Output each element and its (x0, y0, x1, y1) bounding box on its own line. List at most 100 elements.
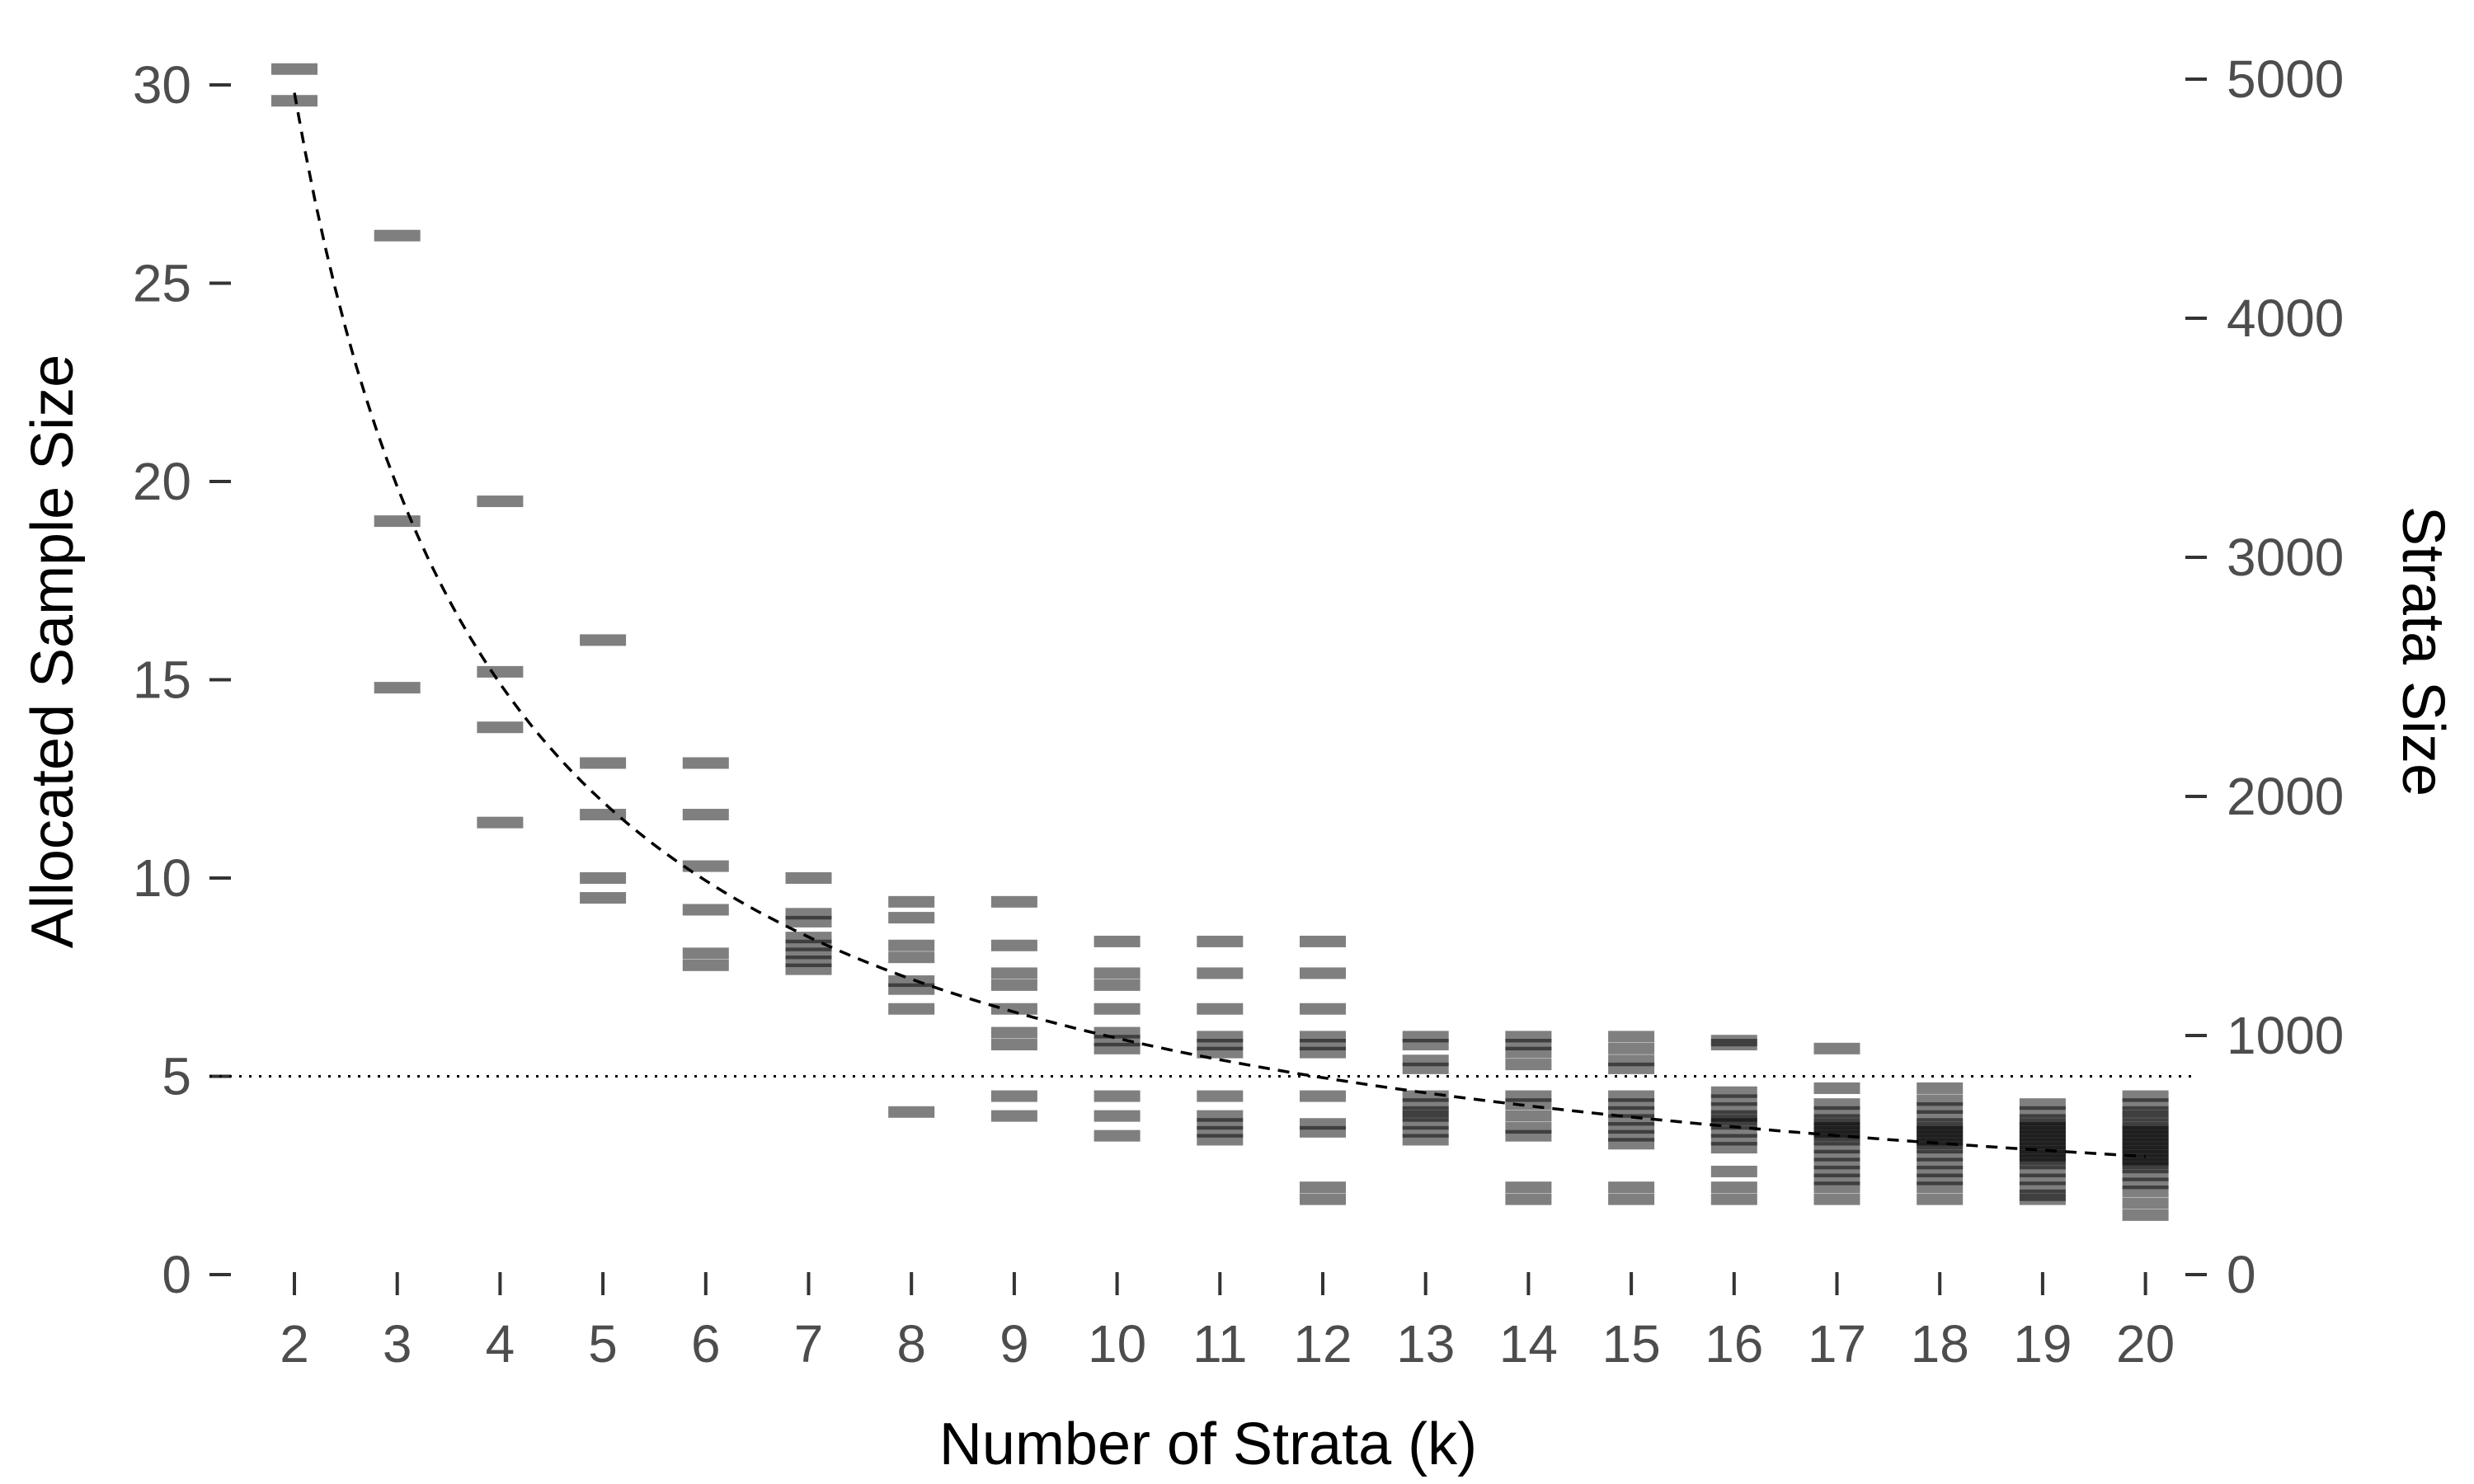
x-tick-label: 4 (486, 1314, 515, 1374)
y2-tick-label: 2000 (2227, 767, 2344, 826)
strip-mark (1505, 1059, 1552, 1071)
strip-mark (2122, 1197, 2169, 1209)
strip-mark (1710, 1142, 1757, 1154)
strip-mark (990, 1026, 1037, 1039)
strip-mark (1608, 1031, 1655, 1043)
strip-mark (888, 1106, 935, 1118)
strip-mark (1300, 967, 1346, 979)
strip-mark (682, 904, 729, 916)
strip-mark (1094, 1110, 1141, 1122)
strip-mark (1094, 967, 1141, 979)
x-tick-label: 20 (2116, 1314, 2175, 1374)
y2-axis-title: Strata Size (2390, 506, 2456, 796)
strip-mark (888, 939, 935, 951)
strip-mark (785, 963, 832, 975)
strip-mark (682, 809, 729, 821)
y-axis-title: Allocated Sample Size (20, 355, 86, 948)
strip-mark (1402, 1134, 1449, 1146)
y-tick-label: 20 (133, 452, 191, 511)
strip-mark (2122, 1209, 2169, 1221)
strip-mark (1813, 1042, 1860, 1054)
strip-mark (888, 983, 935, 995)
strip-mark (1094, 1003, 1141, 1015)
strip-mark (990, 939, 1037, 951)
strip-mark (1608, 1138, 1655, 1150)
strip-marks (271, 63, 2169, 1221)
strip-mark (1505, 1098, 1552, 1111)
strip-mark (1094, 1042, 1141, 1054)
strip-mark (1710, 1193, 1757, 1205)
strip-mark (682, 757, 729, 769)
strip-mark (1608, 1193, 1655, 1205)
strip-mark (990, 1090, 1037, 1102)
strip-mark (374, 229, 421, 242)
strip-mark (1608, 1062, 1655, 1074)
y-tick-label: 30 (133, 55, 191, 115)
x-tick-label: 15 (1602, 1314, 1661, 1374)
strip-mark (477, 495, 524, 508)
strip-mark (990, 895, 1037, 908)
strip-mark (1300, 1003, 1346, 1015)
strip-mark (1608, 1042, 1655, 1054)
y-tick-label: 5 (162, 1047, 191, 1106)
strip-mark (1813, 1193, 1860, 1205)
strip-mark (1197, 1090, 1244, 1102)
x-tick-label: 10 (1088, 1314, 1146, 1374)
strip-mark (1505, 1129, 1552, 1142)
strip-mark (1917, 1193, 1964, 1205)
strip-mark (1505, 1181, 1552, 1194)
x-tick-label: 11 (1192, 1314, 1247, 1374)
y-axis-left: 0 5 10 15 20 25 30 (133, 55, 231, 1304)
strip-mark (1300, 1090, 1346, 1102)
strip-mark (990, 967, 1037, 979)
strip-mark (374, 515, 421, 528)
x-tick-label: 14 (1499, 1314, 1558, 1374)
strip-mark (1505, 1046, 1552, 1059)
x-tick-label: 12 (1293, 1314, 1352, 1374)
strip-mark (1608, 1181, 1655, 1194)
y2-tick-label: 5000 (2227, 49, 2344, 109)
strip-mark (990, 1003, 1037, 1015)
strip-mark (2122, 1185, 2169, 1197)
x-axis-title: Number of Strata (k) (939, 1411, 1477, 1477)
strip-mark (477, 665, 524, 678)
strip-mark (682, 959, 729, 971)
strip-mark (1197, 967, 1244, 979)
x-tick-label: 9 (999, 1314, 1029, 1374)
strip-mark (1094, 979, 1141, 991)
strip-mark (1094, 1129, 1141, 1142)
strip-mark (888, 951, 935, 964)
strip-mark (1813, 1082, 1860, 1094)
strip-mark (1710, 1165, 1757, 1177)
y2-tick-label: 1000 (2227, 1006, 2344, 1065)
strip-mark (785, 872, 832, 884)
strip-mark (1300, 935, 1346, 947)
strip-mark (580, 757, 627, 769)
strip-mark (2019, 1193, 2066, 1205)
strip-mark (580, 809, 627, 821)
strip-mark (990, 1110, 1037, 1122)
strip-mark (1710, 1039, 1757, 1051)
strip-mark (1197, 1003, 1244, 1015)
strip-mark (1505, 1193, 1552, 1205)
strip-mark (1813, 1181, 1860, 1194)
strip-mark (1710, 1181, 1757, 1194)
y-tick-label: 10 (133, 848, 191, 908)
strip-mark (477, 721, 524, 734)
strip-mark (682, 860, 729, 872)
x-tick-label: 19 (2013, 1314, 2072, 1374)
strip-mark (580, 634, 627, 646)
strip-mark (1094, 935, 1141, 947)
strip-mark (990, 979, 1037, 991)
x-tick-label: 3 (383, 1314, 412, 1374)
y-tick-label: 15 (133, 650, 191, 710)
strip-mark (1402, 1039, 1449, 1051)
y2-tick-label: 3000 (2227, 528, 2344, 587)
y2-tick-label: 0 (2227, 1245, 2256, 1304)
y-axis-right: 0 1000 2000 3000 4000 5000 (2185, 49, 2344, 1304)
strip-mark (580, 872, 627, 884)
strip-mark (990, 1039, 1037, 1051)
y2-tick-label: 4000 (2227, 289, 2344, 348)
x-tick-label: 7 (794, 1314, 824, 1374)
